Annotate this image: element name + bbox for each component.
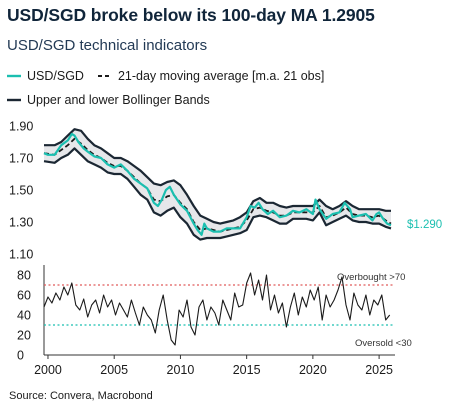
legend-swatch-spot (7, 74, 21, 78)
price-y-tick-2: 1.50 (9, 184, 33, 198)
rsi-y-tick-4: 0 (17, 349, 24, 363)
legend-row-2: Upper and lower Bollinger Bands (7, 93, 210, 107)
x-tick-label-3: 2015 (233, 363, 261, 377)
legend-swatch-bands (7, 98, 21, 102)
x-tick-label-0: 2000 (34, 363, 62, 377)
x-tick-label-2: 2010 (167, 363, 195, 377)
rsi-y-tick-1: 60 (17, 289, 31, 303)
price-panel: 1.90 1.70 1.50 1.30 1.10 $1.290 (9, 120, 442, 262)
legend-label-spot: USD/SGD (27, 69, 84, 83)
upper-bollinger-band (44, 128, 391, 225)
chart-title: USD/SGD broke below its 100-day MA 1.290… (7, 5, 375, 25)
legend-swatch-ma (97, 75, 112, 77)
legend-label-ma: 21-day moving average [m.a. 21 obs] (117, 69, 325, 83)
legend-label-bands: Upper and lower Bollinger Bands (27, 93, 210, 107)
rsi-y-tick-3: 20 (17, 329, 31, 343)
legend-row-1: USD/SGD 21-day moving average [m.a. 21 o… (7, 69, 324, 83)
end-value-label: $1.290 (407, 219, 442, 231)
rsi-y-tick-2: 40 (17, 309, 31, 323)
usdsgd-spot-line (43, 132, 392, 236)
rsi-panel: 80 60 40 20 0 Overbought >70 Oversold <30 (17, 265, 412, 363)
x-tick-label-1: 2005 (100, 363, 128, 377)
overbought-label: Overbought >70 (337, 272, 405, 283)
lower-bollinger-band (43, 147, 392, 241)
price-y-tick-0: 1.90 (9, 120, 33, 134)
chart-subtitle: USD/SGD technical indicators (7, 37, 208, 54)
price-y-tick-3: 1.30 (9, 216, 33, 230)
x-tick-label-4: 2020 (299, 363, 327, 377)
price-y-tick-1: 1.70 (9, 152, 33, 166)
price-y-tick-4: 1.10 (9, 248, 33, 262)
x-axis: 2000 2005 2010 2015 2020 2025 (34, 355, 393, 377)
rsi-y-tick-0: 80 (17, 269, 31, 283)
rsi-line (43, 272, 391, 346)
oversold-label: Oversold <30 (355, 338, 412, 349)
x-tick-label-5: 2025 (365, 363, 393, 377)
source-note: Source: Convera, Macrobond (9, 390, 153, 402)
